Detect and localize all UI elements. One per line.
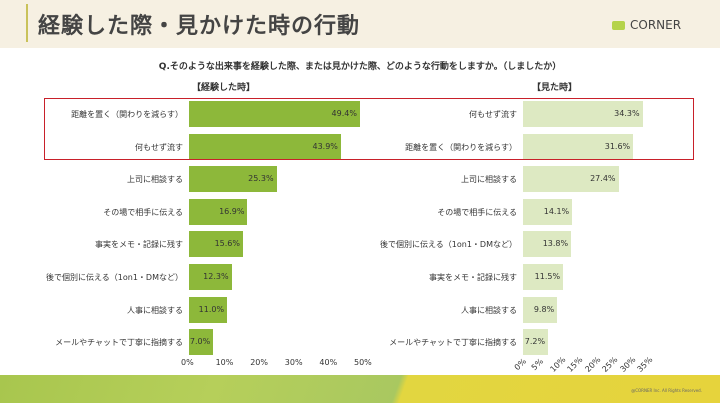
right-axis-tick: 0%: [512, 356, 529, 373]
right-axis-tick: 20%: [583, 355, 603, 374]
right-value-label: 11.5%: [534, 272, 561, 281]
right-value-label: 7.2%: [524, 337, 546, 347]
title-accent: [26, 4, 28, 42]
left-bar: [189, 264, 232, 290]
left-bar: [189, 133, 341, 160]
left-axis-tick: 30%: [284, 358, 303, 367]
left-category-label: メールやチャットで丁寧に指摘する: [55, 338, 183, 348]
right-bar: [523, 198, 573, 225]
left-category-label: 何もせず流す: [135, 142, 183, 152]
right-value-label: 9.8%: [533, 304, 555, 314]
left-value-label: 7.0%: [189, 337, 211, 347]
left-axis-tick: 10%: [215, 358, 234, 367]
right-bar: [523, 231, 572, 258]
right-category-label: メールやチャットで丁寧に指摘する: [389, 338, 517, 348]
right-bar: [523, 296, 558, 323]
right-axis-tick: 15%: [565, 355, 585, 374]
right-category-label: 人事に相談する: [461, 305, 517, 315]
right-value-label: 27.4%: [590, 174, 616, 184]
left-value-label: 16.9%: [219, 206, 245, 216]
right-bar: [523, 166, 619, 193]
left-axis-tick: 20%: [250, 358, 268, 367]
right-category-label: 後で個別に伝える（1on1・DMなど）: [380, 240, 517, 250]
highlight-box: [44, 98, 694, 160]
left-category-label: 事実をメモ・記録に残す: [95, 240, 183, 250]
left-category-label: 上司に相談する: [127, 175, 183, 185]
left-value-label: 15.6%: [214, 239, 240, 249]
left-category-label: 後で個別に伝える（1on1・DMなど）: [46, 273, 183, 282]
left-bar: [189, 198, 248, 225]
right-axis-tick: 25%: [600, 355, 620, 374]
left-category-label: 人事に相談する: [127, 305, 183, 315]
left-axis-tick: 40%: [319, 358, 338, 367]
left-axis-tick: 50%: [354, 358, 372, 367]
right-value-label: 34.3%: [614, 109, 640, 118]
right-bar: [523, 101, 643, 127]
right-category-label: その場で相手に伝える: [437, 207, 517, 217]
right-bar: [523, 133, 634, 160]
left-axis-tick: 0%: [181, 358, 194, 367]
left-bar: [189, 329, 214, 356]
left-bar: [189, 296, 228, 323]
left-value-label: 12.3%: [203, 272, 229, 281]
left-value-label: 43.9%: [312, 141, 338, 151]
right-axis-tick: 35%: [635, 355, 655, 374]
left-value-label: 11.0%: [198, 304, 225, 314]
right-category-label: 何もせず流す: [469, 110, 517, 119]
page-title: 経験した際・見かけた時の行動: [38, 14, 361, 39]
left-category-label: その場で相手に伝える: [103, 207, 183, 217]
right-category-label: 距離を置く（関わりを減らす）: [405, 142, 517, 152]
left-category-label: 距離を置く（関わりを減らす）: [71, 110, 183, 119]
left-value-label: 25.3%: [248, 174, 274, 184]
logo-text: CORNER: [630, 18, 682, 32]
right-bar: [523, 264, 564, 290]
logo: CORNER: [612, 18, 681, 32]
right-axis-tick: 5%: [530, 356, 546, 373]
right-category-label: 事実をメモ・記録に残す: [429, 273, 517, 282]
left-chart-title: 【経験した時】: [192, 83, 256, 93]
left-bar: [189, 231, 243, 258]
right-category-label: 上司に相談する: [461, 175, 517, 185]
right-value-label: 31.6%: [604, 141, 631, 151]
left-bar: [189, 166, 277, 193]
header: 経験した際・見かけた時の行動 CORNER: [0, 0, 720, 48]
copyright: @CORNER Inc. All Rights Reserved.: [631, 388, 702, 393]
right-axis-tick: 30%: [617, 355, 637, 374]
left-value-label: 49.4%: [331, 109, 357, 118]
right-axis-tick: 10%: [548, 355, 568, 374]
right-chart-title: 【見た時】: [532, 83, 578, 93]
question-text: Q.そのような出来事を経験した際、または見かけた際、どのような行動をしますか。（…: [158, 62, 562, 72]
footer: @CORNER Inc. All Rights Reserved.: [0, 375, 720, 403]
left-bar: [189, 101, 360, 127]
right-bar: [523, 329, 549, 356]
right-value-label: 13.8%: [542, 239, 569, 249]
logo-mark-icon: [612, 20, 625, 30]
right-value-label: 14.1%: [543, 206, 570, 216]
